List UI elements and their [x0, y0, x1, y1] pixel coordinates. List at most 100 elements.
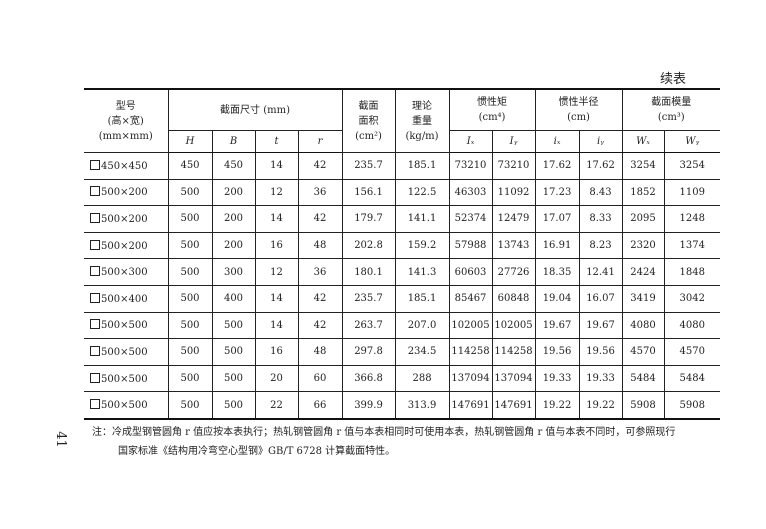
value-cell: 1109: [663, 178, 721, 207]
square-tube-icon: [90, 319, 100, 330]
table-row: 500×500 500 500 14 42 263.7 207.0 102005 102005 1…: [84, 311, 721, 340]
value-cell: 147691: [491, 391, 536, 420]
model-cell: 500×200: [84, 231, 169, 260]
value-cell: 14: [254, 152, 299, 180]
square-tube-icon: [90, 345, 100, 356]
value-cell: 5908: [663, 391, 721, 420]
header-radius: 惯性半径 (cm): [534, 88, 623, 131]
value-cell: 2095: [621, 205, 665, 233]
value-cell: 159.2: [394, 231, 450, 260]
value-cell: 3419: [621, 284, 665, 313]
value-cell: 3042: [663, 284, 721, 313]
model-cell: 500×400: [84, 284, 169, 313]
value-cell: 12479: [491, 205, 536, 233]
value-cell: 141.3: [394, 258, 450, 286]
model-cell: 500×500: [84, 311, 169, 340]
value-cell: 19.22: [534, 391, 580, 420]
square-tube-icon: [90, 212, 100, 223]
model-text: 500×200: [101, 213, 148, 225]
value-cell: 102005: [491, 311, 536, 340]
page-number: 41: [52, 431, 68, 448]
table-row: 500×300 500 300 12 36 180.1 141.3 60603 27726 18.…: [84, 258, 721, 286]
value-cell: 4570: [621, 338, 665, 366]
note-line: 注：冷成型钢管圆角 r 值应按本表执行；热轧钢管圆角 r 值与本表相同时可使用本…: [92, 427, 676, 438]
value-cell: 200: [211, 178, 256, 207]
model-text: 500×200: [101, 240, 148, 252]
square-tube-icon: [90, 186, 100, 197]
value-cell: 12.41: [578, 258, 623, 286]
value-cell: 114258: [448, 338, 493, 366]
table-note: 注：冷成型钢管圆角 r 值应按本表执行；热轧钢管圆角 r 值与本表相同时可使用本…: [92, 423, 722, 461]
value-cell: 2320: [621, 231, 665, 260]
value-cell: 42: [297, 205, 343, 233]
value-cell: 366.8: [341, 364, 396, 393]
header-model: 型号 (高×宽) (mm×mm): [84, 88, 169, 153]
value-cell: 147691: [448, 391, 493, 420]
value-cell: 3254: [663, 152, 721, 180]
value-cell: 60848: [491, 284, 536, 313]
value-cell: 17.62: [534, 152, 580, 180]
value-cell: 19.33: [578, 364, 623, 393]
value-cell: 19.67: [578, 311, 623, 340]
value-cell: 16.07: [578, 284, 623, 313]
value-cell: 36: [297, 258, 343, 286]
value-cell: 36: [297, 178, 343, 207]
value-cell: 17.23: [534, 178, 580, 207]
value-cell: 4570: [663, 338, 721, 366]
header-sub-4: Iₓ: [448, 130, 493, 153]
value-cell: 17.62: [578, 152, 623, 180]
value-cell: 179.7: [341, 205, 396, 233]
model-cell: 500×500: [84, 391, 169, 420]
value-cell: 500: [211, 338, 256, 366]
value-cell: 18.35: [534, 258, 580, 286]
value-cell: 288: [394, 364, 450, 393]
model-text: 500×500: [101, 400, 148, 412]
value-cell: 1852: [621, 178, 665, 207]
value-cell: 137094: [448, 364, 493, 393]
value-cell: 450: [211, 152, 256, 180]
value-cell: 207.0: [394, 311, 450, 340]
value-cell: 73210: [448, 152, 493, 180]
table-row: 450×450 450 450 14 42 235.7 185.1 73210 73210 17.…: [84, 152, 721, 180]
header-sub-3: r: [297, 130, 343, 153]
value-cell: 500: [167, 391, 213, 420]
value-cell: 85467: [448, 284, 493, 313]
value-cell: 5908: [621, 391, 665, 420]
value-cell: 1248: [663, 205, 721, 233]
value-cell: 156.1: [341, 178, 396, 207]
value-cell: 14: [254, 311, 299, 340]
value-cell: 12: [254, 258, 299, 286]
table-row: 500×200 500 200 16 48 202.8 159.2 57988 13743 16.…: [84, 231, 721, 260]
value-cell: 48: [297, 231, 343, 260]
value-cell: 2424: [621, 258, 665, 286]
value-cell: 14: [254, 205, 299, 233]
header-inertia: 惯性矩 (cm⁴): [448, 88, 536, 131]
square-tube-icon: [90, 292, 100, 303]
value-cell: 66: [297, 391, 343, 420]
value-cell: 57988: [448, 231, 493, 260]
value-cell: 400: [211, 284, 256, 313]
value-cell: 234.5: [394, 338, 450, 366]
model-cell: 500×200: [84, 205, 169, 233]
header-area: 截面 面积 (cm²): [341, 88, 396, 153]
value-cell: 500: [167, 205, 213, 233]
value-cell: 4080: [663, 311, 721, 340]
value-cell: 11092: [491, 178, 536, 207]
value-cell: 46303: [448, 178, 493, 207]
header-sub-7: iᵧ: [578, 130, 623, 153]
value-cell: 500: [167, 311, 213, 340]
value-cell: 202.8: [341, 231, 396, 260]
value-cell: 73210: [491, 152, 536, 180]
header-sub-8: Wₓ: [621, 130, 665, 153]
value-cell: 42: [297, 284, 343, 313]
value-cell: 5484: [663, 364, 721, 393]
table-row: 500×400 500 400 14 42 235.7 185.1 85467 60848 19.…: [84, 284, 721, 313]
value-cell: 16.91: [534, 231, 580, 260]
value-cell: 122.5: [394, 178, 450, 207]
header-modulus: 截面模量 (cm³): [621, 88, 721, 131]
value-cell: 1848: [663, 258, 721, 286]
model-cell: 500×500: [84, 364, 169, 393]
model-text: 500×500: [101, 346, 148, 358]
square-tube-icon: [90, 239, 100, 250]
value-cell: 52374: [448, 205, 493, 233]
